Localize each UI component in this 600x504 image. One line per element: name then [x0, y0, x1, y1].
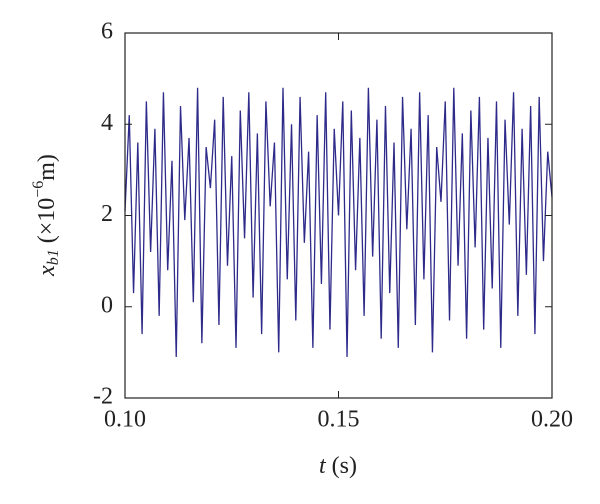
x-tick-label: 0.20 [531, 407, 573, 433]
y-tick-label: -2 [93, 384, 113, 410]
y-axis-label: xb1 (×10−6m) [30, 154, 62, 277]
x-label-var: t [319, 453, 327, 479]
x-label-unit: (s) [326, 453, 357, 479]
y-label-sub: b1 [45, 249, 62, 265]
x-axis-label: t (s) [319, 453, 357, 479]
data-line [124, 87, 553, 357]
y-tick-label: 2 [101, 201, 113, 227]
y-label-var: x [34, 265, 60, 277]
x-tick-label: 0.15 [318, 407, 360, 433]
y-label-rest: m) [34, 154, 60, 181]
y-tick-label: 4 [101, 110, 113, 136]
y-label-unit: (×10 [34, 198, 60, 250]
y-tick-label: 0 [101, 292, 113, 318]
y-tick-label: 6 [101, 19, 113, 45]
x-tick-label: 0.10 [104, 407, 146, 433]
y-label-exp: −6 [30, 181, 47, 198]
